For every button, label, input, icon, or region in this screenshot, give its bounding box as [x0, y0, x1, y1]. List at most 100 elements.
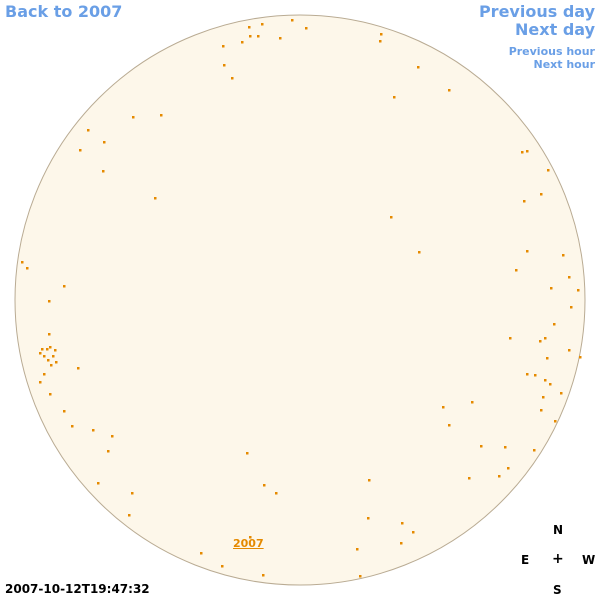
star-marker: [63, 285, 66, 288]
star-marker: [393, 96, 396, 99]
star-marker: [49, 393, 52, 396]
observation-timestamp: 2007-10-12T19:47:32: [5, 582, 150, 596]
compass-west: W: [582, 553, 596, 567]
star-marker: [544, 379, 547, 382]
star-marker: [241, 41, 244, 44]
star-marker: [539, 340, 542, 343]
star-marker: [526, 250, 529, 253]
star-marker: [401, 522, 404, 525]
star-marker: [131, 492, 134, 495]
star-marker: [26, 267, 29, 270]
star-marker: [400, 542, 403, 545]
star-marker: [550, 287, 553, 290]
star-marker: [275, 492, 278, 495]
star-marker: [52, 355, 55, 358]
star-marker: [367, 517, 370, 520]
star-marker: [128, 514, 131, 517]
star-marker: [47, 359, 50, 362]
star-marker: [39, 381, 42, 384]
star-marker: [544, 337, 547, 340]
star-marker: [471, 401, 474, 404]
star-marker: [356, 548, 359, 551]
star-marker: [231, 77, 234, 80]
star-marker: [43, 355, 46, 358]
star-markers: [21, 19, 582, 578]
star-marker: [468, 477, 471, 480]
star-marker: [103, 141, 106, 144]
star-marker: [21, 261, 24, 264]
star-marker: [547, 169, 550, 172]
star-marker: [562, 254, 565, 257]
star-marker: [221, 565, 224, 568]
star-marker: [222, 45, 225, 48]
star-marker: [77, 367, 80, 370]
star-marker: [448, 89, 451, 92]
star-marker: [509, 337, 512, 340]
star-marker: [248, 26, 251, 29]
compass-east: E: [521, 553, 530, 567]
star-marker: [305, 27, 308, 30]
star-marker: [39, 352, 42, 355]
year-marker-link[interactable]: 2007: [233, 537, 264, 550]
star-marker: [568, 349, 571, 352]
star-marker: [279, 37, 282, 40]
star-marker: [498, 475, 501, 478]
star-marker: [412, 531, 415, 534]
star-marker: [390, 216, 393, 219]
star-marker: [568, 276, 571, 279]
star-marker: [526, 150, 529, 153]
star-marker: [368, 479, 371, 482]
previous-hour-link[interactable]: Previous hour: [508, 45, 595, 58]
compass-north: N: [553, 523, 564, 537]
star-marker: [533, 449, 536, 452]
star-marker: [542, 396, 545, 399]
next-day-link[interactable]: Next day: [515, 20, 595, 39]
star-marker: [261, 23, 264, 26]
star-marker: [111, 435, 114, 438]
star-marker: [249, 536, 252, 539]
star-marker: [71, 425, 74, 428]
star-marker: [523, 200, 526, 203]
previous-day-link[interactable]: Previous day: [478, 2, 595, 21]
star-marker: [291, 19, 294, 22]
star-marker: [41, 348, 44, 351]
star-marker: [546, 357, 549, 360]
star-marker: [48, 333, 51, 336]
star-marker: [43, 373, 46, 376]
star-marker: [359, 575, 362, 578]
star-marker: [107, 450, 110, 453]
star-marker: [504, 446, 507, 449]
star-marker: [554, 420, 557, 423]
back-to-year-link[interactable]: Back to 2007: [5, 2, 123, 21]
star-marker: [87, 129, 90, 132]
next-hour-link[interactable]: Next hour: [533, 58, 596, 71]
star-marker: [50, 364, 53, 367]
star-marker: [160, 114, 163, 117]
star-marker: [549, 383, 552, 386]
star-marker: [553, 323, 556, 326]
sky-dome: [14, 14, 586, 586]
star-marker: [263, 484, 266, 487]
star-marker: [418, 251, 421, 254]
star-marker: [507, 467, 510, 470]
star-marker: [379, 40, 382, 43]
compass-south: S: [553, 583, 562, 597]
star-marker: [102, 170, 105, 173]
star-marker: [448, 424, 451, 427]
star-marker: [534, 374, 537, 377]
star-marker: [515, 269, 518, 272]
star-marker: [97, 482, 100, 485]
star-marker: [570, 306, 573, 309]
star-marker: [79, 149, 82, 152]
compass-center: +: [552, 551, 564, 567]
star-marker: [380, 33, 383, 36]
star-marker: [55, 361, 58, 364]
star-marker: [46, 348, 49, 351]
star-marker: [521, 151, 524, 154]
star-marker: [526, 373, 529, 376]
star-marker: [223, 64, 226, 67]
star-marker: [442, 406, 445, 409]
star-marker: [540, 193, 543, 196]
